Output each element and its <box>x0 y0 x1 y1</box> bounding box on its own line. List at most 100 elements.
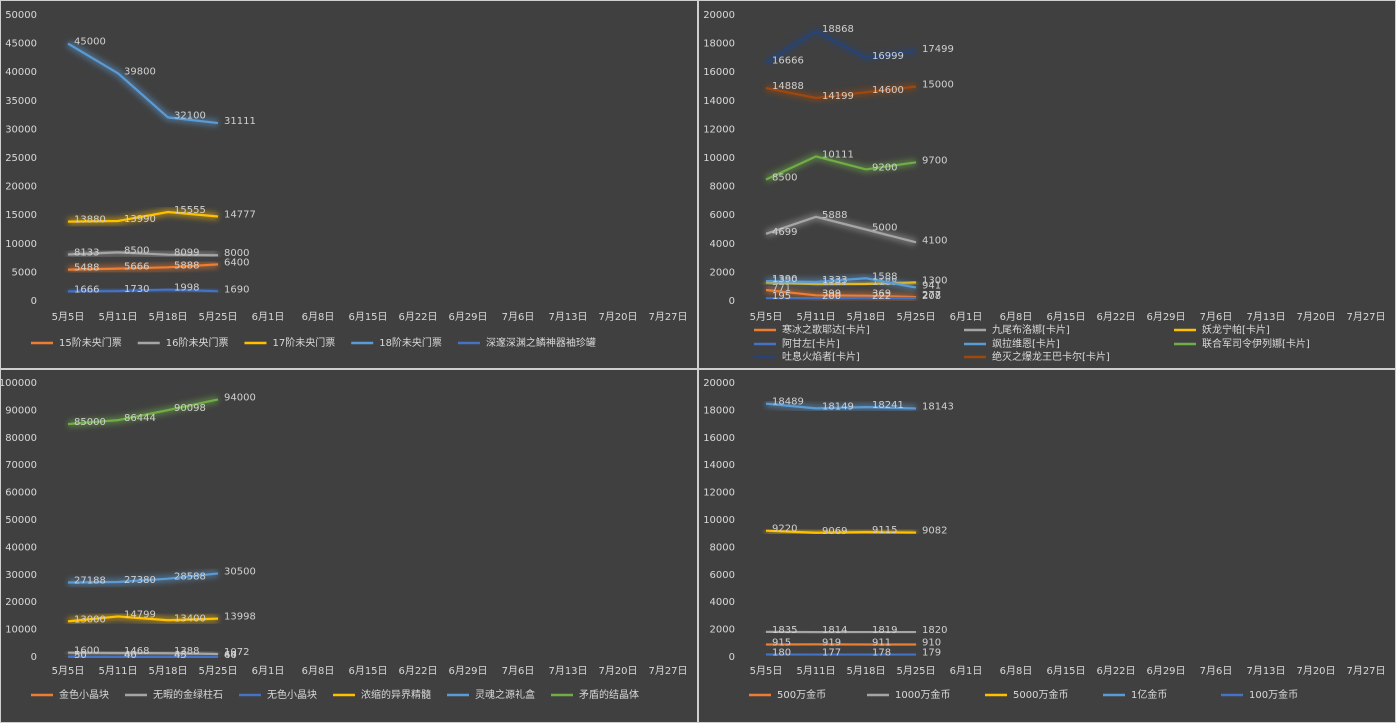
series-line <box>67 251 219 257</box>
y-tick-label: 10000 <box>703 515 735 526</box>
data-label: 13000 <box>74 614 106 625</box>
y-tick-label: 18000 <box>703 39 735 50</box>
data-label: 1333 <box>822 275 847 286</box>
x-tick-label: 7月6日 <box>502 311 535 323</box>
data-label: 919 <box>822 637 841 648</box>
legend-label: 灵魂之源礼盒 <box>475 688 535 701</box>
data-label: 4699 <box>772 227 797 238</box>
legend-label: 吐息火焰者[卡片] <box>782 350 860 363</box>
data-label: 1666 <box>74 284 99 295</box>
y-tick-label: 35000 <box>5 96 37 107</box>
x-tick-label: 6月29日 <box>1146 665 1185 677</box>
data-label: 17499 <box>922 44 954 55</box>
x-tick-label: 7月6日 <box>1200 311 1233 323</box>
data-label: 9200 <box>872 162 897 173</box>
y-tick-label: 15000 <box>5 210 37 221</box>
x-tick-label: 6月1日 <box>950 665 983 677</box>
series-line <box>67 615 219 623</box>
series-line <box>765 402 917 410</box>
data-label: 8099 <box>174 248 199 259</box>
data-label: 5666 <box>124 262 149 273</box>
x-tick-label: 6月15日 <box>1046 665 1085 677</box>
x-tick-label: 7月13日 <box>1246 665 1285 677</box>
data-label: 94000 <box>224 392 256 403</box>
x-tick-label: 6月29日 <box>448 665 487 677</box>
x-tick-label: 6月1日 <box>950 311 983 323</box>
series-line <box>67 398 219 426</box>
x-tick-label: 5月5日 <box>52 311 85 323</box>
x-tick-label: 6月1日 <box>252 665 285 677</box>
data-label: 13880 <box>74 215 106 226</box>
x-tick-label: 6月8日 <box>1000 665 1033 677</box>
data-label: 9082 <box>922 526 947 537</box>
data-label: 10111 <box>822 149 854 160</box>
data-label: 8500 <box>124 245 149 256</box>
x-tick-label: 5月18日 <box>148 311 187 323</box>
legend-label: 阿甘左[卡片] <box>782 337 840 350</box>
x-tick-label: 6月29日 <box>1146 311 1185 323</box>
x-tick-label: 6月22日 <box>1096 665 1135 677</box>
data-label: 15555 <box>174 205 206 216</box>
x-tick-label: 7月27日 <box>1346 311 1385 323</box>
data-label: 64 <box>224 650 237 661</box>
chart: 0 2000 4000 6000 8000 10000 12000 14000 16000 180… <box>699 370 1395 722</box>
data-label: 86444 <box>124 413 156 424</box>
y-tick-label: 16000 <box>703 67 735 78</box>
data-label: 1998 <box>174 283 199 294</box>
data-label: 18489 <box>772 397 804 408</box>
x-tick-label: 5月5日 <box>52 665 85 677</box>
series-line <box>765 277 917 289</box>
y-tick-label: 8000 <box>710 542 735 553</box>
data-label: 5000 <box>872 223 897 234</box>
data-label: 9069 <box>822 526 847 537</box>
data-label: 16666 <box>772 56 804 67</box>
data-label: 179 <box>922 648 941 659</box>
series-line <box>765 29 917 64</box>
data-label: 40 <box>124 650 137 661</box>
x-tick-label: 6月22日 <box>1096 311 1135 323</box>
series-line <box>67 210 219 223</box>
data-label: 178 <box>872 648 891 659</box>
x-tick-label: 7月20日 <box>1296 311 1335 323</box>
x-tick-label: 7月13日 <box>548 665 587 677</box>
data-label: 1390 <box>772 274 797 285</box>
y-tick-label: 30000 <box>5 124 37 135</box>
data-label: 50 <box>74 650 87 661</box>
series-line <box>67 572 219 584</box>
y-tick-label: 70000 <box>5 460 37 471</box>
x-tick-label: 7月6日 <box>1200 665 1233 677</box>
y-tick-label: 25000 <box>5 153 37 164</box>
x-tick-label: 7月27日 <box>1346 665 1385 677</box>
data-label: 18868 <box>822 24 854 35</box>
legend-label: 16阶未央门票 <box>166 336 229 349</box>
data-label: 9700 <box>922 155 947 166</box>
legend-label: 5000万金币 <box>1013 688 1068 701</box>
data-label: 5888 <box>174 260 199 271</box>
y-tick-label: 10000 <box>5 239 37 250</box>
data-label: 14799 <box>124 609 156 620</box>
data-label: 1588 <box>872 271 897 282</box>
legend-label: 联合军司令伊列娜[卡片] <box>1202 337 1310 350</box>
y-tick-label: 20000 <box>703 10 735 21</box>
y-tick-label: 20000 <box>5 182 37 193</box>
legend-label: 寒冰之歌耶达[卡片] <box>782 323 870 336</box>
y-tick-label: 80000 <box>5 433 37 444</box>
y-tick-label: 12000 <box>703 488 735 499</box>
data-label: 14888 <box>772 81 804 92</box>
data-label: 85000 <box>74 417 106 428</box>
y-tick-label: 6000 <box>710 570 735 581</box>
data-label: 6400 <box>224 257 249 268</box>
x-tick-label: 7月6日 <box>502 665 535 677</box>
chart: 0 10000 20000 30000 40000 50000 60000 70000 8000… <box>1 370 697 722</box>
x-tick-label: 5月5日 <box>750 311 783 323</box>
data-label: 277 <box>922 290 941 301</box>
legend-label: 18阶未央门票 <box>379 336 442 349</box>
x-tick-label: 5月25日 <box>896 311 935 323</box>
data-label: 180 <box>772 648 791 659</box>
data-label: 14777 <box>224 209 256 220</box>
y-tick-label: 18000 <box>703 405 735 416</box>
data-label: 1600 <box>74 646 99 657</box>
x-tick-label: 5月11日 <box>796 665 835 677</box>
y-tick-label: 6000 <box>710 210 735 221</box>
